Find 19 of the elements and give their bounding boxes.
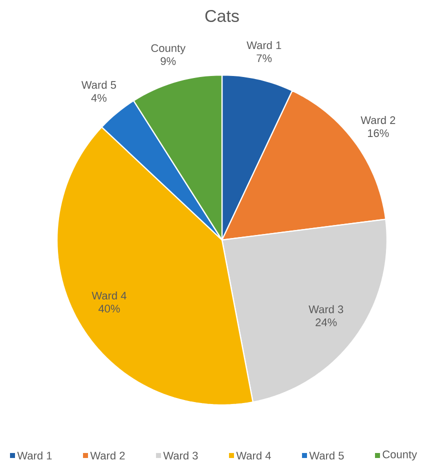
chart-title: Cats: [205, 10, 239, 22]
data-label: 40%: [98, 304, 120, 313]
slice-label: Ward 2: [360, 116, 396, 124]
slice-label: Ward 1: [246, 41, 282, 50]
legend-label: Ward 4: [236, 451, 271, 460]
data-label: 9%: [160, 57, 176, 66]
data-label: 24%: [316, 318, 337, 326]
legend-label: Ward 2: [90, 451, 125, 460]
slice-label: Ward 3: [308, 305, 344, 314]
slice-label: Ward 4: [92, 291, 126, 300]
slice-label: County: [151, 44, 186, 54]
data-label: 7%: [256, 54, 272, 62]
legend-label: County: [382, 450, 418, 460]
data-label: 4%: [91, 94, 106, 102]
legend-label: Ward 5: [309, 451, 344, 460]
legend-label: Ward 1: [17, 451, 52, 460]
legend-label: Ward 3: [163, 451, 198, 460]
data-label: 16%: [368, 129, 389, 138]
slice-label: Ward 5: [81, 80, 116, 89]
